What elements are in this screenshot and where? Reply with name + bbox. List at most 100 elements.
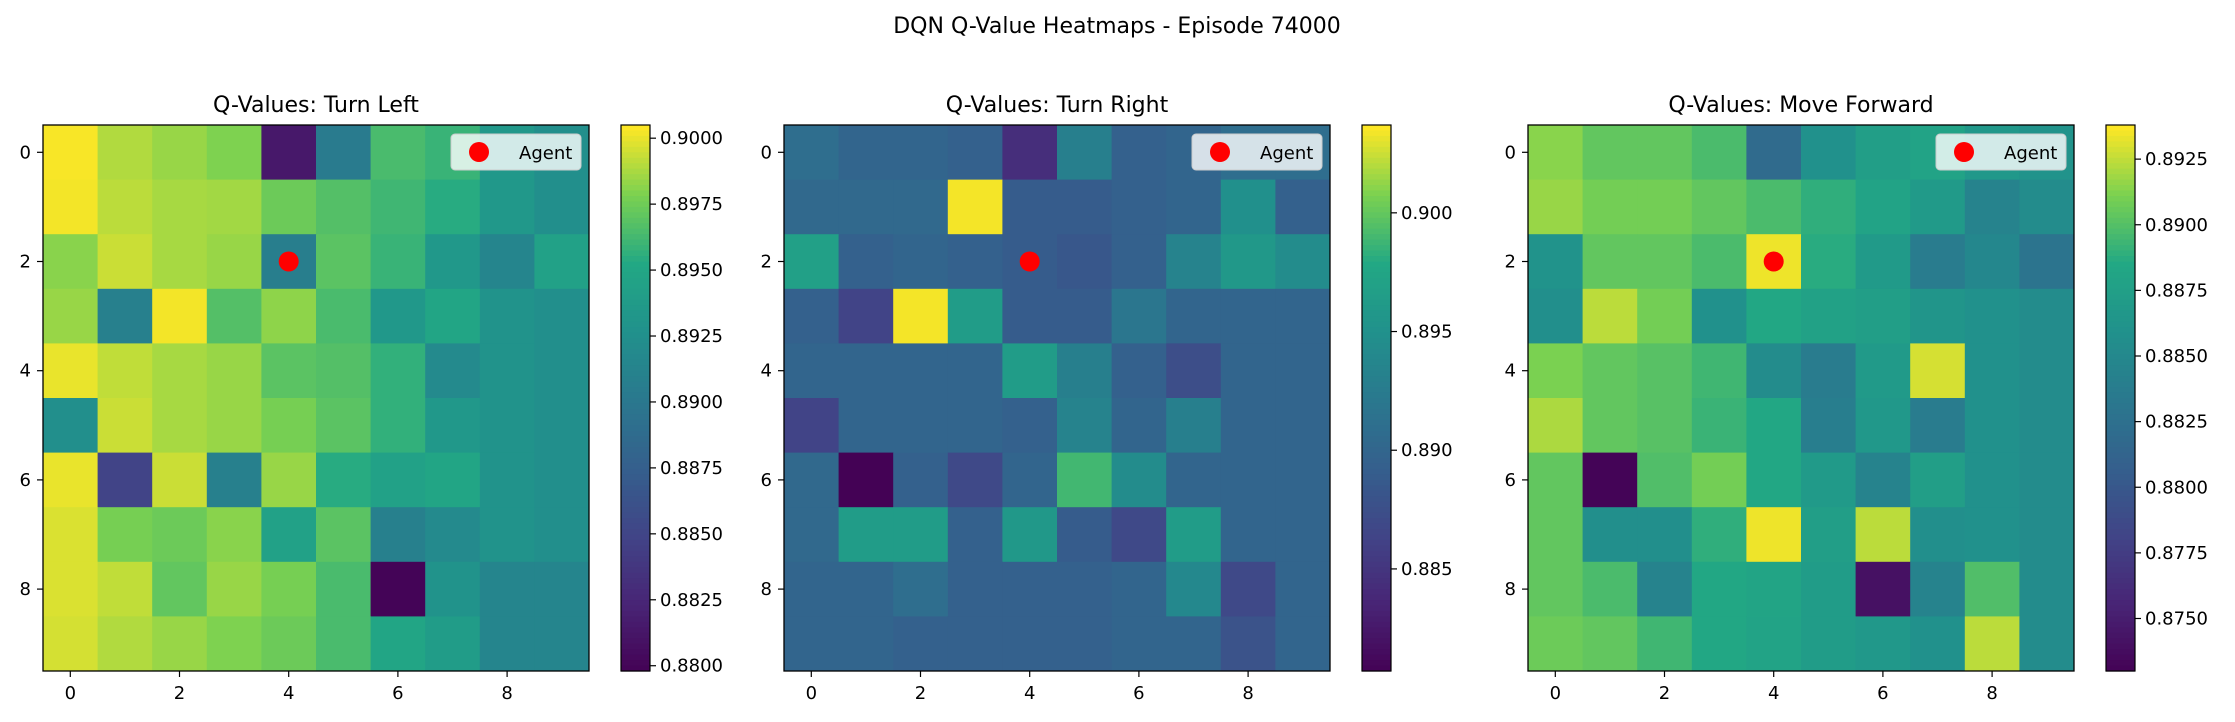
- colorbar-segment: [2106, 665, 2135, 672]
- heatmap-cell: [1582, 343, 1638, 399]
- heatmap-cell: [1166, 234, 1222, 290]
- colorbar-segment: [2106, 288, 2135, 295]
- colorbar-segment: [1362, 518, 1391, 525]
- colorbar-segment: [621, 370, 650, 377]
- heatmap-cell: [370, 452, 426, 508]
- heatmap-cell: [893, 398, 949, 454]
- colorbar-tick-label: 0.8825: [2145, 412, 2208, 433]
- heatmap-cell: [1528, 561, 1584, 617]
- heatmap-cell: [1910, 288, 1966, 344]
- heatmap-cells: [43, 125, 590, 672]
- heatmap-cell: [1637, 343, 1693, 399]
- colorbar-segment: [621, 534, 650, 541]
- heatmap-cell: [1691, 125, 1747, 181]
- heatmap-cell: [1582, 398, 1638, 454]
- colorbar-segment: [2106, 234, 2135, 241]
- heatmap-cell: [1910, 343, 1966, 399]
- colorbar-segment: [1362, 583, 1391, 590]
- heatmap-cell: [1275, 507, 1331, 563]
- colorbar-segment: [621, 501, 650, 508]
- colorbar-segment: [621, 610, 650, 617]
- colorbar-segment: [621, 638, 650, 645]
- colorbar-segment: [621, 452, 650, 459]
- colorbar-segment: [2106, 403, 2135, 410]
- colorbar-segment: [621, 578, 650, 585]
- colorbar-tick-label: 0.8800: [660, 656, 723, 677]
- colorbar-segment: [621, 463, 650, 470]
- colorbar-segment: [621, 556, 650, 563]
- colorbar-segment: [621, 523, 650, 530]
- colorbar-segment: [621, 512, 650, 519]
- heatmap-cell: [1220, 234, 1276, 290]
- colorbar-segment: [621, 266, 650, 274]
- heatmap-cell: [1220, 561, 1276, 617]
- colorbar-segment: [621, 616, 650, 623]
- colorbar-segment: [2106, 430, 2135, 437]
- heatmap-cell: [1855, 452, 1911, 508]
- colorbar-segment: [2106, 179, 2135, 186]
- heatmap-cell: [1910, 398, 1966, 454]
- colorbar-segment: [2106, 157, 2135, 164]
- heatmap-cell: [1964, 343, 2020, 399]
- colorbar-segment: [621, 316, 650, 323]
- colorbar-segment: [2106, 545, 2135, 552]
- legend-box: [1935, 133, 2067, 171]
- colorbar-segment: [2106, 458, 2135, 465]
- colorbar-tick-label: 0.8800: [2145, 477, 2208, 498]
- heatmap-cell: [1910, 616, 1966, 672]
- heatmap-cell: [316, 343, 372, 399]
- panel-title: Q-Values: Turn Left: [213, 93, 419, 118]
- heatmap-cell: [261, 398, 317, 454]
- heatmap-cell: [1801, 561, 1857, 617]
- heatmap-cell: [479, 179, 535, 235]
- heatmap-cell: [43, 288, 99, 344]
- colorbar-segment: [2106, 474, 2135, 481]
- heatmap-cell: [1002, 452, 1058, 508]
- heatmap-cell: [784, 125, 840, 181]
- colorbar-segment: [621, 332, 650, 339]
- colorbar-segment: [1362, 354, 1391, 361]
- colorbar-segment: [1362, 283, 1391, 290]
- colorbar-segment: [621, 348, 650, 355]
- colorbar-segment: [1362, 605, 1391, 612]
- heatmap-cell: [947, 234, 1003, 290]
- colorbar-segment: [621, 600, 650, 607]
- colorbar-segment: [2106, 294, 2135, 301]
- colorbar-segment: [1362, 234, 1391, 241]
- colorbar-segment: [621, 665, 650, 672]
- y-tick-label: 4: [761, 361, 772, 382]
- colorbar-segment: [621, 343, 650, 350]
- colorbar-segment: [2106, 485, 2135, 492]
- heatmap-cell: [534, 507, 590, 563]
- x-tick-label: 8: [501, 683, 512, 704]
- heatmap-cell: [425, 616, 481, 672]
- colorbar-segment: [621, 436, 650, 443]
- colorbar-segment: [621, 398, 650, 405]
- colorbar-segment: [1362, 168, 1391, 175]
- colorbar-segment: [1362, 245, 1391, 252]
- heatmap-cell: [425, 234, 481, 290]
- colorbar-segment: [1362, 403, 1391, 410]
- colorbar-segment: [621, 660, 650, 667]
- heatmap-cell: [316, 288, 372, 344]
- y-tick-label: 0: [20, 142, 31, 163]
- heatmap-cell: [893, 507, 949, 563]
- colorbar-segment: [621, 567, 650, 574]
- colorbar-segment: [1362, 649, 1391, 656]
- heatmap-cell: [316, 125, 372, 181]
- heatmap-cell: [1964, 507, 2020, 563]
- heatmap-cell: [1746, 507, 1802, 563]
- heatmap-cell: [2019, 179, 2075, 235]
- agent-marker: [1019, 251, 1040, 272]
- x-tick-label: 0: [1550, 683, 1561, 704]
- heatmap-cell: [1582, 179, 1638, 235]
- heatmap-cell: [1801, 452, 1857, 508]
- colorbar-segment: [1362, 185, 1391, 192]
- colorbar-tick-label: 0.8750: [2145, 609, 2208, 630]
- heatmap-cell: [1910, 234, 1966, 290]
- heatmap-cell: [1746, 125, 1802, 181]
- heatmap-cell: [1166, 398, 1222, 454]
- colorbar-segment: [621, 392, 650, 399]
- colorbar-segment: [621, 408, 650, 415]
- heatmap-cell: [784, 561, 840, 617]
